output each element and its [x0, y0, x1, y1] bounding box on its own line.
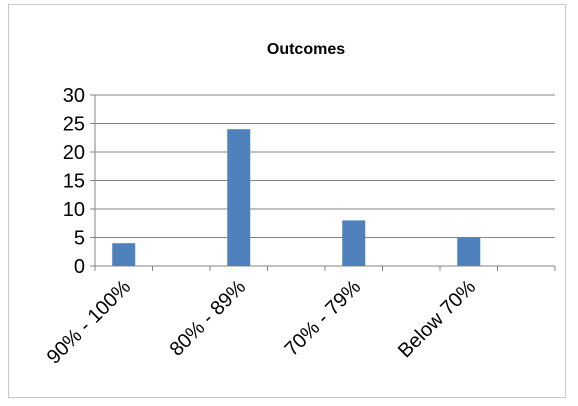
bars — [112, 129, 481, 266]
gridlines — [95, 94, 555, 238]
y-tick-label: 0 — [74, 256, 85, 278]
y-tick-label: 30 — [63, 85, 85, 107]
y-tick-label: 20 — [63, 142, 85, 164]
x-tick-label: 70% - 79% — [281, 276, 366, 361]
y-tick-labels: 0 5 10 15 20 25 30 — [63, 85, 85, 278]
bar — [457, 237, 481, 266]
chart-title: Outcomes — [267, 41, 345, 58]
bar — [342, 220, 366, 266]
x-tick-labels: 90% - 100% 80% - 89% 70% - 79% Below 70% — [43, 276, 481, 369]
y-tick-label: 10 — [63, 199, 85, 221]
bar — [227, 129, 251, 266]
x-tick-label: 80% - 89% — [166, 276, 251, 361]
y-tick-label: 25 — [63, 114, 85, 136]
bar — [112, 243, 136, 266]
y-tick-label: 5 — [74, 228, 85, 250]
y-tick-label: 15 — [63, 171, 85, 193]
x-tick-label: 90% - 100% — [43, 276, 136, 369]
axes — [90, 94, 556, 271]
chart-area — [8, 4, 566, 398]
x-tick-label: Below 70% — [394, 276, 480, 362]
